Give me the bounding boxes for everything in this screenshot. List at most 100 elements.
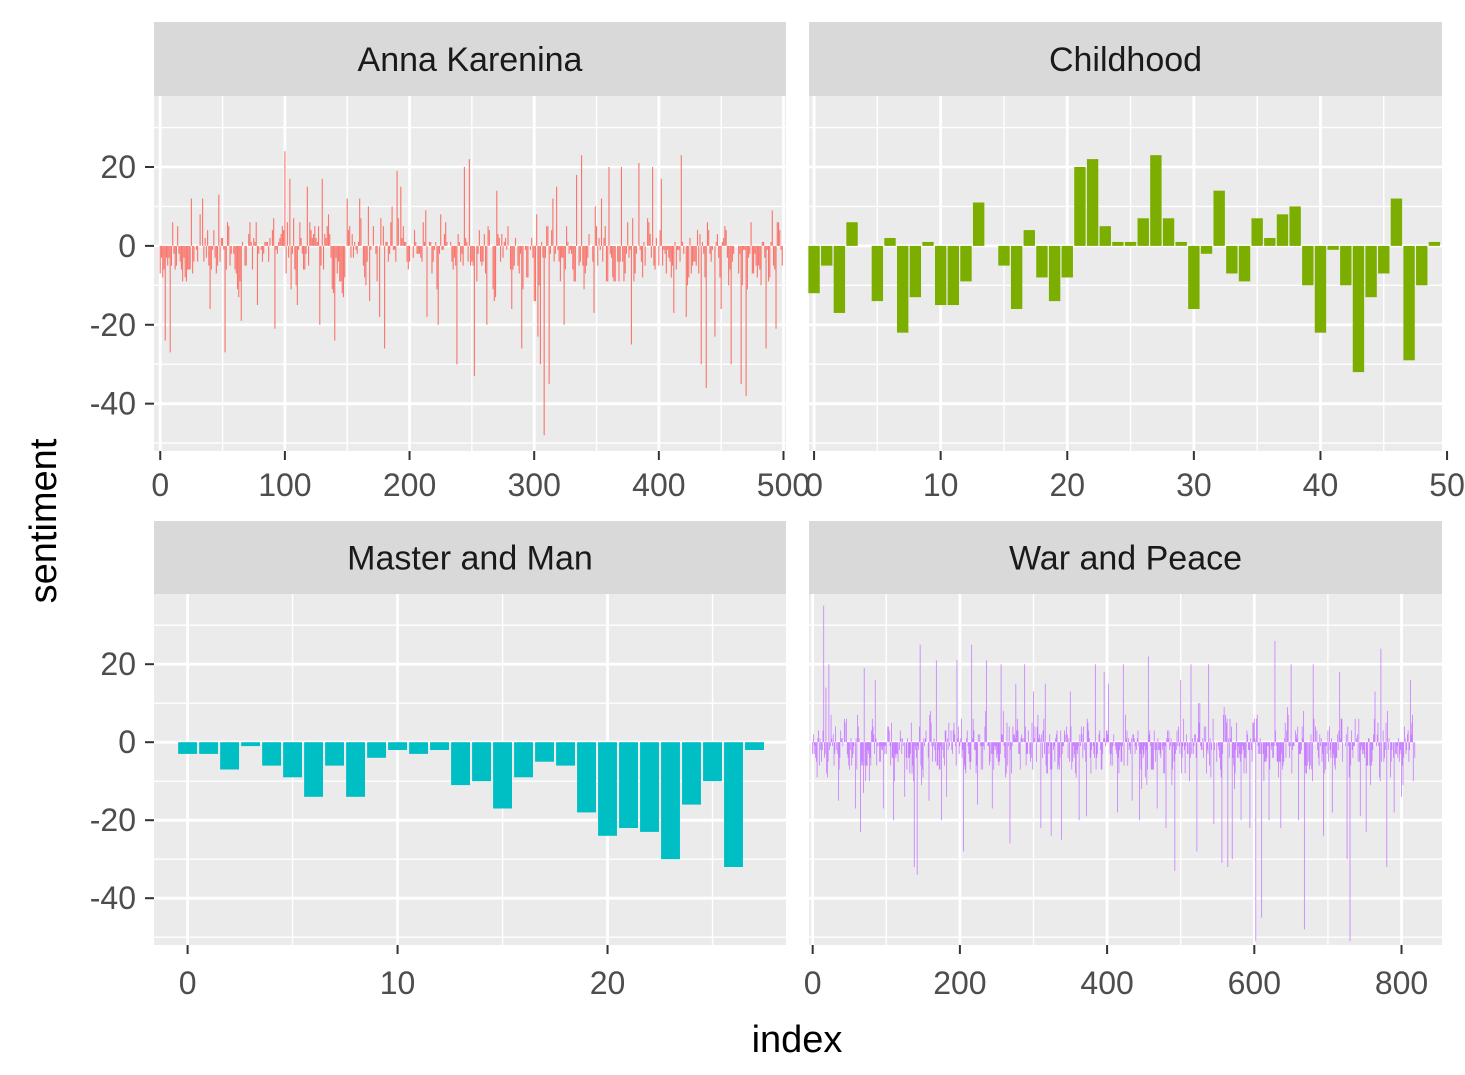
- bar: [706, 222, 709, 246]
- bar: [842, 742, 844, 747]
- bar: [1080, 742, 1082, 747]
- bar: [780, 245, 782, 250]
- bar: [1119, 742, 1121, 747]
- bar: [1133, 734, 1134, 743]
- bar: [281, 226, 283, 246]
- bar: [1019, 742, 1021, 770]
- bar: [1304, 742, 1306, 766]
- bar: [851, 742, 853, 766]
- bar: [1155, 742, 1157, 762]
- bar: [1277, 742, 1279, 762]
- bar: [1021, 734, 1023, 743]
- bar: [1172, 742, 1174, 770]
- bar: [466, 241, 468, 246]
- x-tick-label: 400: [1080, 965, 1133, 1001]
- bar: [759, 245, 761, 270]
- bar: [1116, 742, 1118, 754]
- bar: [619, 742, 638, 828]
- bar: [462, 245, 464, 266]
- bar: [876, 742, 878, 766]
- bar: [1238, 742, 1240, 758]
- bar: [559, 245, 561, 282]
- bar: [1378, 245, 1390, 274]
- bar: [213, 230, 215, 246]
- bar: [681, 241, 684, 246]
- bar: [1171, 742, 1173, 786]
- bar: [526, 245, 528, 278]
- bar: [1092, 742, 1094, 747]
- bar: [1362, 742, 1363, 754]
- bar: [1381, 742, 1383, 762]
- bar: [624, 245, 626, 274]
- bar: [336, 245, 338, 274]
- bar: [1340, 718, 1342, 743]
- bar: [884, 742, 886, 754]
- bar: [643, 241, 645, 246]
- bar: [999, 742, 1001, 754]
- bar: [428, 241, 431, 246]
- bar: [254, 241, 256, 246]
- bar: [1239, 742, 1241, 762]
- bar: [512, 245, 514, 270]
- bar: [827, 742, 828, 778]
- bar: [1273, 742, 1274, 758]
- bar: [1064, 730, 1065, 743]
- bar: [405, 241, 407, 246]
- bar: [253, 238, 255, 246]
- bar: [882, 742, 884, 809]
- bar: [777, 222, 780, 246]
- bar: [1412, 742, 1414, 782]
- bar: [1356, 734, 1358, 743]
- bar: [693, 245, 695, 262]
- bar: [1273, 742, 1275, 747]
- bar: [1404, 738, 1406, 743]
- bar: [771, 210, 773, 246]
- bar: [924, 742, 925, 747]
- bar: [517, 245, 519, 266]
- bar: [700, 245, 702, 365]
- bar: [1270, 742, 1272, 750]
- bar: [1072, 742, 1074, 747]
- bar: [1349, 742, 1351, 942]
- bar: [1147, 656, 1149, 743]
- bar: [593, 245, 595, 313]
- bar: [163, 245, 165, 270]
- bar: [620, 167, 623, 246]
- bar: [833, 245, 846, 313]
- bar: [907, 742, 909, 758]
- bar: [1054, 742, 1056, 762]
- bar: [1151, 742, 1153, 770]
- bar: [1275, 730, 1277, 743]
- bar: [947, 742, 949, 750]
- bar: [1352, 245, 1365, 373]
- bar: [965, 742, 967, 774]
- bar: [1038, 734, 1040, 743]
- bar: [493, 742, 512, 809]
- x-tick-label: 20: [1049, 467, 1085, 503]
- bar: [574, 245, 576, 282]
- bar: [755, 245, 757, 266]
- bar: [1164, 742, 1165, 774]
- bar: [1150, 742, 1152, 770]
- bar: [334, 245, 336, 341]
- bar: [396, 170, 398, 246]
- bar: [554, 245, 556, 254]
- bar: [871, 718, 873, 743]
- bar: [949, 742, 950, 747]
- bar: [738, 245, 740, 274]
- bar: [1163, 742, 1165, 774]
- bar: [1367, 742, 1369, 766]
- bar: [888, 730, 890, 743]
- bar: [1340, 245, 1352, 286]
- bar: [617, 245, 619, 262]
- bar: [1297, 726, 1299, 743]
- bar: [838, 742, 839, 801]
- bar: [1324, 742, 1326, 747]
- bar: [1094, 664, 1096, 743]
- bar: [821, 245, 833, 266]
- bar: [708, 230, 710, 246]
- bar: [1112, 241, 1124, 246]
- bar: [1090, 742, 1092, 774]
- bar: [1350, 742, 1352, 766]
- bar: [774, 245, 776, 270]
